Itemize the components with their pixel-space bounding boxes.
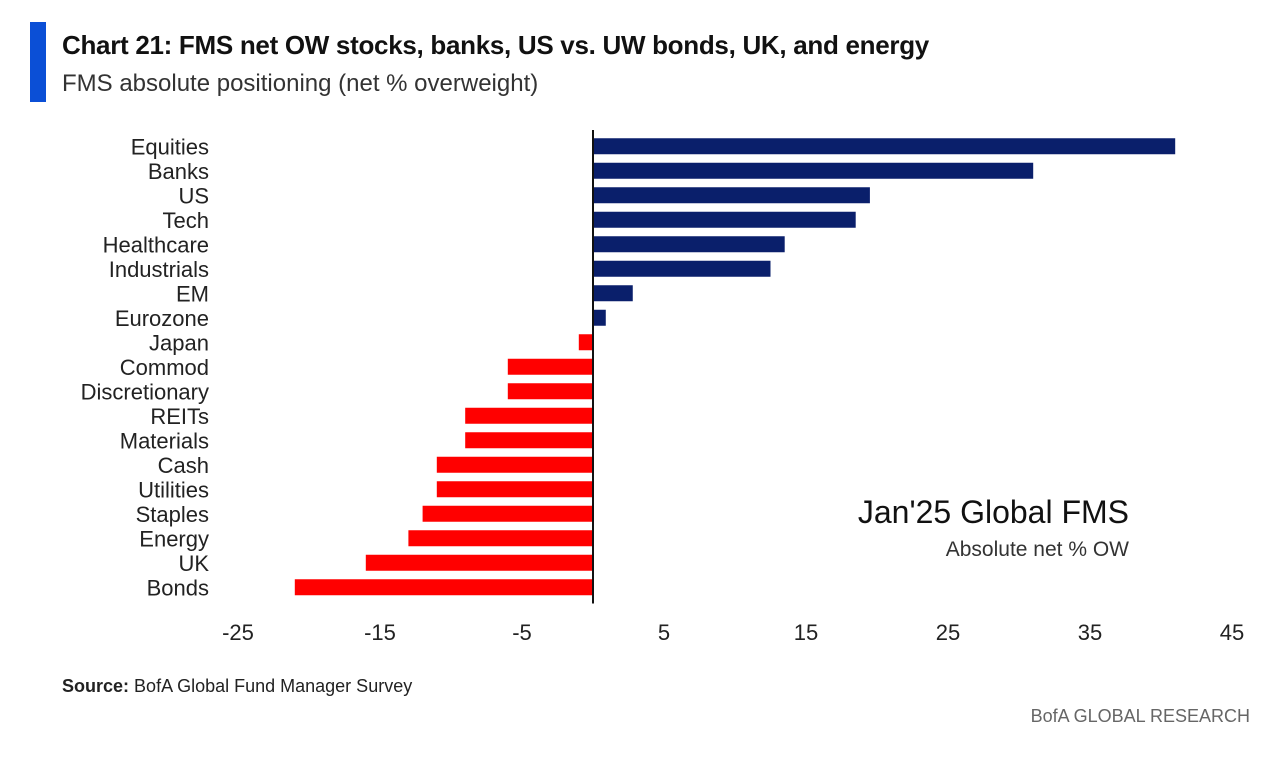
category-label: Healthcare: [103, 232, 209, 257]
x-tick-label: -25: [222, 620, 254, 645]
chart-subtitle: FMS absolute positioning (net % overweig…: [62, 70, 539, 97]
category-label: Staples: [136, 502, 209, 527]
bar-bonds: [294, 579, 593, 596]
bar-em: [593, 285, 633, 302]
bar-banks: [593, 162, 1034, 179]
category-label: Japan: [149, 330, 209, 355]
bar-us: [593, 187, 870, 204]
category-label: US: [178, 183, 209, 208]
bar-materials: [465, 432, 593, 449]
category-label: UK: [178, 551, 209, 576]
bar-healthcare: [593, 236, 785, 253]
category-label: Cash: [158, 453, 209, 478]
bar-chart: EquitiesBanksUSTechHealthcareIndustrials…: [81, 130, 1244, 645]
source-note: Source: BofA Global Fund Manager Survey: [62, 676, 412, 697]
annotation-subtitle: Absolute net % OW: [945, 538, 1129, 561]
x-tick-label: -15: [364, 620, 396, 645]
x-tick-label: -5: [512, 620, 532, 645]
category-label: Eurozone: [115, 306, 209, 331]
bar-discretionary: [507, 383, 593, 400]
bar-equities: [593, 138, 1176, 155]
chart-title: Chart 21: FMS net OW stocks, banks, US v…: [62, 30, 929, 60]
category-label: Utilities: [138, 477, 209, 502]
bar-cash: [436, 456, 593, 473]
category-label: Commod: [120, 355, 209, 380]
bar-industrials: [593, 260, 771, 277]
category-label: Tech: [163, 208, 209, 233]
bar-reits: [465, 407, 593, 424]
category-label: EM: [176, 281, 209, 306]
category-label: REITs: [150, 404, 209, 429]
bar-tech: [593, 211, 856, 228]
x-tick-label: 45: [1220, 620, 1244, 645]
category-label: Materials: [120, 428, 209, 453]
category-label: Energy: [139, 526, 209, 551]
brand-label: BofA GLOBAL RESEARCH: [1030, 706, 1250, 726]
category-label: Equities: [131, 134, 209, 159]
title-accent-bar: [30, 22, 46, 102]
annotation-title: Jan'25 Global FMS: [857, 494, 1129, 530]
bar-japan: [578, 334, 593, 351]
source-text: BofA Global Fund Manager Survey: [134, 676, 413, 696]
bar-energy: [408, 530, 593, 547]
source-label: Source:: [62, 676, 130, 696]
category-label: Discretionary: [81, 379, 209, 404]
bar-commod: [507, 358, 593, 375]
bar-utilities: [436, 481, 593, 498]
category-label: Banks: [148, 159, 209, 184]
bar-uk: [365, 554, 593, 571]
x-tick-label: 35: [1078, 620, 1102, 645]
category-label: Bonds: [147, 575, 209, 600]
category-label: Industrials: [109, 257, 209, 282]
x-tick-label: 25: [936, 620, 960, 645]
x-tick-label: 15: [794, 620, 818, 645]
bar-eurozone: [593, 309, 606, 326]
bar-staples: [422, 505, 593, 522]
x-tick-label: 5: [658, 620, 670, 645]
